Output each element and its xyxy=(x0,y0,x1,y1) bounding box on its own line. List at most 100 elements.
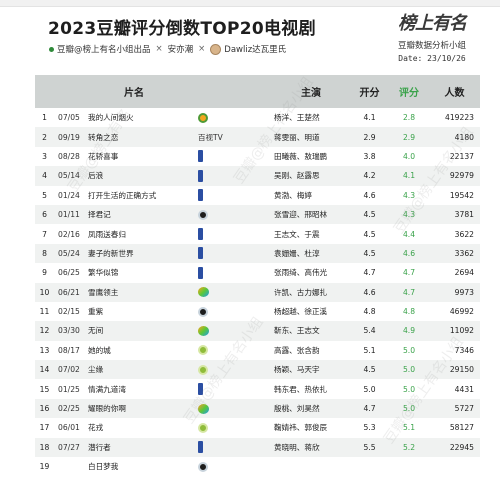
cell-count: 3362 xyxy=(454,248,474,258)
cell-score: 4.7 xyxy=(402,287,416,297)
table-row: 5 01/24 打开生活的正确方式 黄渤、梅婷 4.6 4.3 19542 xyxy=(35,186,480,205)
douban-dot-icon xyxy=(49,46,54,52)
cell-name: 择君记 xyxy=(88,210,111,220)
cell-name: 重紫 xyxy=(88,307,104,317)
cell-score: 4.1 xyxy=(402,171,416,181)
table-row: 4 05/14 后浪 吴刚、赵露思 4.2 4.1 92979 xyxy=(35,166,480,186)
platform-cell xyxy=(196,224,272,243)
cell-name: 凤雨送春归 xyxy=(88,229,126,239)
mango-icon xyxy=(198,112,208,123)
cell-open: 4.7 xyxy=(363,404,376,414)
cell-cast: 许凯、古力娜扎 xyxy=(274,287,328,297)
cell-rank: 7 xyxy=(42,229,47,239)
cell-cast: 高露、张含韵 xyxy=(274,345,320,355)
table-row: 2 09/19 转角之恋 百视TV 蒋雯丽、明道 2.9 2.9 4180 xyxy=(35,127,480,147)
page-title: 2023豆瓣评分倒数TOP20电视剧 xyxy=(48,19,316,39)
cell-open: 2.9 xyxy=(363,132,376,142)
cell-name: 白日梦我 xyxy=(88,462,119,472)
cell-count: 7346 xyxy=(454,345,474,355)
cell-count: 3781 xyxy=(454,210,474,220)
cell-date: 07/02 xyxy=(58,365,80,375)
header-open: 开分 xyxy=(359,88,380,99)
top-strip xyxy=(0,0,500,7)
cell-name: 尘缘 xyxy=(88,365,104,375)
cell-date: 02/25 xyxy=(58,404,80,414)
cell-count: 2694 xyxy=(454,268,474,278)
subtitle: 豆瓣@榜上有名小组出品 × 安亦潮 × Dawliz达瓦里氏 xyxy=(49,43,286,55)
table-row: 17 06/01 花戎 鞠婧祎、郭俊辰 5.3 5.1 58127 xyxy=(35,418,480,437)
platform-cell xyxy=(196,418,272,437)
tencent-icon xyxy=(198,287,209,298)
cell-count: 58127 xyxy=(449,423,474,433)
table-row: 7 02/16 凤雨送春归 王志文、于震 4.5 4.4 3622 xyxy=(35,224,480,243)
cell-cast: 韩东君、热依扎 xyxy=(274,384,328,394)
platform-cell xyxy=(196,147,272,166)
cell-score: 4.4 xyxy=(402,229,416,239)
bar-icon xyxy=(198,189,203,202)
cell-cast: 袁姗姗、杜淳 xyxy=(274,248,320,258)
cell-date: 05/14 xyxy=(58,171,80,181)
cell-open: 5.5 xyxy=(363,442,376,452)
header-cast: 主演 xyxy=(301,88,321,99)
tencent-icon xyxy=(198,403,209,414)
cell-name: 妻子的新世界 xyxy=(88,248,134,258)
iqiyi-icon xyxy=(198,422,208,433)
cell-rank: 2 xyxy=(42,132,47,142)
cell-date: 06/21 xyxy=(58,287,80,297)
platform-text: 百视TV xyxy=(198,132,223,142)
table-row: 1 07/05 我的人间烟火 杨洋、王楚然 4.1 2.8 419223 xyxy=(35,108,480,127)
platform-cell xyxy=(196,166,272,185)
cell-cast: 靳东、王志文 xyxy=(274,326,320,336)
cell-cast: 吴刚、赵露思 xyxy=(274,171,320,181)
cell-rank: 3 xyxy=(42,151,47,161)
cell-score: 4.3 xyxy=(402,210,416,220)
cell-rank: 18 xyxy=(39,442,50,452)
cell-name: 雪鹰领主 xyxy=(88,287,119,297)
platform-cell xyxy=(196,205,272,224)
cell-cast: 黄渤、梅婷 xyxy=(274,190,312,200)
cell-date: 01/24 xyxy=(58,190,80,200)
cell-date: 08/17 xyxy=(58,345,80,355)
cell-name: 无间 xyxy=(88,326,104,336)
cell-open: 4.1 xyxy=(363,113,376,123)
platform-cell xyxy=(196,302,272,321)
cell-rank: 16 xyxy=(39,404,50,414)
cell-score: 5.0 xyxy=(402,404,416,414)
bar-icon xyxy=(198,169,203,182)
cell-rank: 19 xyxy=(39,462,50,472)
cell-date: 06/25 xyxy=(58,268,80,278)
cell-rank: 10 xyxy=(39,287,50,297)
cell-rank: 1 xyxy=(42,113,47,123)
cell-name: 后浪 xyxy=(88,171,104,181)
cell-name: 转角之恋 xyxy=(88,132,119,142)
cell-score xyxy=(389,457,429,476)
cell-count: 11092 xyxy=(449,326,474,336)
cell-score: 4.6 xyxy=(402,248,416,258)
bar-icon xyxy=(198,247,203,260)
platform-cell xyxy=(196,379,272,398)
cell-open: 4.5 xyxy=(363,210,376,220)
ranking-table: 片名 主演 开分 评分 人数 1 07/05 我的人间烟火 杨洋、王楚然 4.1 2.8 4… xyxy=(35,75,480,476)
cell-open: 4.2 xyxy=(363,171,376,181)
cell-cast: 殷桃、刘昊然 xyxy=(274,404,320,414)
bar-icon xyxy=(198,383,203,396)
cell-open: 3.8 xyxy=(363,151,376,161)
cell-name: 花戎 xyxy=(88,423,104,433)
cell-date xyxy=(54,457,86,476)
cell-rank: 9 xyxy=(42,268,47,278)
platform-cell xyxy=(196,321,272,340)
table-row: 19 白日梦我 xyxy=(35,457,480,476)
cell-score: 5.2 xyxy=(402,442,416,452)
cell-open: 4.7 xyxy=(363,268,376,278)
cell-cast: 杨洋、王楚然 xyxy=(274,113,320,123)
platform-cell xyxy=(196,399,272,418)
cell-count: 22137 xyxy=(449,151,474,161)
table-row: 3 08/28 花轿喜事 田曦薇、敖瑞鹏 3.8 4.0 22137 xyxy=(35,147,480,166)
cell-open: 5.1 xyxy=(363,345,376,355)
table-row: 8 05/24 妻子的新世界 袁姗姗、杜淳 4.5 4.6 3362 xyxy=(35,243,480,264)
cell-rank: 6 xyxy=(42,210,47,220)
cell-open: 4.6 xyxy=(363,190,376,200)
youku-icon xyxy=(198,461,208,472)
cell-name: 情满九道湾 xyxy=(88,384,126,394)
cell-cast: 杨颖、马天宇 xyxy=(274,365,320,375)
